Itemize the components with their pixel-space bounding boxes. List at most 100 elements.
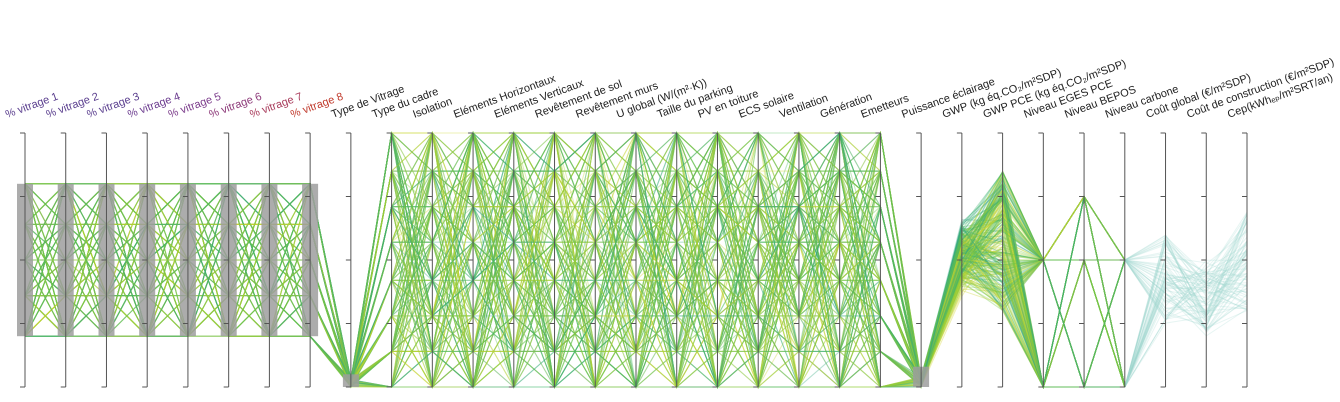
axis[interactable]	[834, 132, 841, 388]
data-line-tail	[1124, 234, 1248, 286]
data-line	[24, 131, 1126, 388]
data-line	[25, 132, 1126, 389]
data-line	[24, 131, 1126, 389]
data-line-tail	[1124, 244, 1248, 388]
data-line	[24, 131, 1126, 389]
data-line-tail	[1124, 230, 1248, 322]
data-line	[24, 131, 1126, 389]
data-line	[24, 131, 1126, 390]
data-line	[24, 131, 1126, 390]
data-line	[24, 130, 1126, 389]
data-line	[24, 131, 1126, 390]
axis[interactable]	[142, 132, 148, 388]
data-line	[25, 170, 1125, 388]
axis[interactable]	[60, 132, 67, 388]
data-line	[25, 131, 1125, 389]
data-line-tail	[1124, 251, 1248, 287]
data-line	[25, 132, 1126, 388]
data-line	[25, 169, 1126, 390]
data-line-tail	[1124, 251, 1248, 388]
axis[interactable]	[182, 132, 189, 388]
data-line	[25, 131, 1125, 384]
axis[interactable]	[386, 132, 393, 388]
axis[interactable]	[793, 132, 800, 388]
axis[interactable]	[753, 132, 759, 388]
data-line	[24, 130, 1126, 389]
data-line	[24, 170, 1125, 388]
data-line	[24, 130, 1126, 390]
axis[interactable]	[671, 132, 678, 388]
data-line	[25, 132, 1126, 389]
data-line	[24, 132, 1126, 389]
data-line-tail	[1124, 268, 1248, 388]
axis[interactable]	[997, 132, 1004, 388]
axis[interactable]	[875, 132, 881, 388]
axis[interactable]	[305, 132, 311, 388]
axis[interactable]	[1038, 132, 1044, 388]
axis[interactable]	[1242, 132, 1248, 388]
data-line-tail	[1124, 236, 1248, 283]
data-line	[25, 130, 1125, 389]
data-line-tail	[1124, 239, 1248, 388]
data-line-tail	[1124, 259, 1248, 310]
axis[interactable]	[345, 132, 352, 388]
data-line	[24, 169, 1126, 389]
data-line	[24, 131, 1126, 388]
axis[interactable]	[264, 132, 270, 388]
axis[interactable]	[427, 132, 433, 388]
data-line	[24, 132, 1125, 387]
data-line-tail	[1124, 261, 1248, 388]
data-line	[24, 131, 1126, 389]
data-line	[24, 131, 1125, 388]
axis[interactable]	[20, 132, 26, 388]
data-line	[25, 132, 1126, 389]
axis[interactable]	[916, 132, 922, 388]
axis[interactable]	[549, 132, 556, 388]
data-line-tail	[1124, 239, 1248, 306]
data-line	[24, 130, 1126, 389]
data-line-tail	[1124, 248, 1248, 315]
data-line-tail	[1124, 215, 1248, 388]
data-line	[24, 131, 1125, 388]
data-line	[24, 132, 1126, 388]
data-line	[24, 132, 1126, 388]
data-line-tail	[1124, 229, 1248, 388]
data-line	[24, 132, 1126, 388]
axis[interactable]	[590, 132, 596, 388]
data-line	[24, 131, 1126, 388]
data-line	[24, 131, 1125, 389]
data-line	[24, 131, 1126, 389]
data-line	[24, 131, 1126, 389]
data-line-tail	[1124, 272, 1248, 388]
axis[interactable]	[1079, 132, 1085, 388]
data-line	[24, 131, 1126, 390]
data-line	[25, 131, 1126, 390]
data-line	[25, 132, 1125, 388]
data-line	[25, 169, 1126, 389]
axis[interactable]	[101, 132, 107, 388]
data-line-tail	[1124, 235, 1248, 388]
axis[interactable]	[508, 132, 515, 388]
data-line	[25, 170, 1126, 388]
data-line	[25, 170, 1126, 389]
axis[interactable]	[223, 132, 230, 388]
axis[interactable]	[1201, 132, 1207, 388]
data-line	[24, 131, 1126, 389]
data-line	[24, 131, 1125, 388]
data-line	[25, 132, 1125, 388]
data-line	[25, 132, 1125, 390]
data-line-tail	[1124, 220, 1248, 388]
data-line-tail	[1124, 256, 1248, 388]
data-line	[24, 132, 1125, 390]
data-line	[24, 130, 1126, 389]
axis[interactable]	[631, 132, 637, 388]
data-line	[24, 130, 1126, 389]
axis[interactable]	[468, 132, 474, 388]
data-line	[24, 170, 1125, 390]
axis[interactable]	[1119, 132, 1126, 388]
data-line	[24, 132, 1125, 389]
axis[interactable]	[1160, 132, 1167, 388]
data-line	[24, 130, 1126, 389]
axis[interactable]	[956, 132, 963, 388]
axis[interactable]	[712, 132, 718, 388]
